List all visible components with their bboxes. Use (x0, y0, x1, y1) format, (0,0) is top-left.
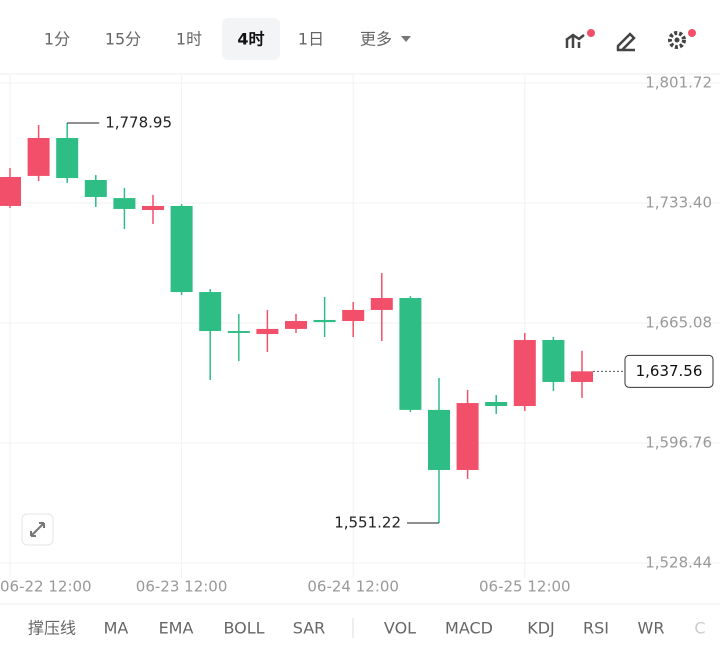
candle-body (313, 319, 336, 323)
x-tick-label: 06-23 12:00 (136, 578, 228, 596)
indicator-tab[interactable]: MA (104, 619, 129, 638)
candle-body (227, 331, 250, 333)
interval-tab[interactable]: 1日 (298, 30, 324, 49)
candle-body (27, 137, 50, 176)
interval-tab[interactable]: 4时 (237, 30, 264, 49)
indicator-tab[interactable]: VOL (384, 619, 416, 638)
indicator-tab[interactable]: SAR (293, 619, 326, 638)
annotation-label: 1,778.95 (105, 113, 172, 131)
draw-icon[interactable] (616, 32, 636, 52)
annotation-label: 1,551.22 (334, 513, 401, 531)
interval-tab[interactable]: 1分 (44, 30, 70, 49)
indicator-tab[interactable]: EMA (159, 619, 194, 638)
interval-tab[interactable]: 1时 (176, 30, 202, 49)
indicator-tab[interactable]: BOLL (223, 619, 264, 638)
indicator-tab[interactable]: MACD (445, 619, 493, 638)
indicator-tab[interactable]: KDJ (527, 619, 555, 638)
x-tick-label: 06-24 12:00 (307, 578, 399, 596)
candle-body (0, 176, 21, 206)
indicator-icon[interactable] (565, 29, 595, 48)
selected-interval-bg (222, 18, 280, 60)
indicator-tab[interactable]: 撑压线 (28, 619, 76, 638)
y-tick-label: 1,596.76 (645, 433, 712, 451)
more-arrow (401, 36, 411, 42)
candle-body (456, 403, 479, 470)
y-tick-label: 1,528.44 (645, 553, 712, 571)
y-tick-label: 1,801.72 (645, 73, 712, 91)
last-price-label: 1,637.56 (636, 362, 703, 380)
candle-body (485, 401, 508, 407)
candle-body (84, 179, 107, 198)
y-tick-label: 1,733.40 (645, 193, 712, 211)
interval-tab[interactable]: 15分 (105, 30, 141, 49)
candle-body (199, 292, 222, 332)
candle-body (542, 339, 565, 382)
fullscreen-icon (30, 522, 45, 537)
last-price-box (624, 354, 714, 388)
x-tick-label: 06-22 12:00 (0, 578, 92, 596)
candle-body (428, 409, 450, 470)
candle-body (285, 321, 307, 329)
candle-body (113, 198, 136, 209)
x-tick-label: 06-25 12:00 (479, 578, 571, 596)
candle-body (399, 298, 422, 410)
y-tick-label: 1,665.08 (645, 313, 712, 331)
candle-body (370, 298, 393, 310)
candle-body (142, 205, 164, 211)
more-tab[interactable]: 更多 (360, 30, 392, 49)
candle-body (56, 137, 79, 179)
candle-body (571, 371, 593, 382)
indicator-tab[interactable]: RSI (583, 619, 609, 638)
candle-body (342, 309, 365, 322)
candle-body (256, 328, 279, 335)
candle-body (170, 205, 193, 293)
indicator-tab[interactable]: WR (638, 619, 665, 638)
settings-icon[interactable] (668, 29, 696, 49)
candle-body (513, 339, 536, 407)
indicator-tab[interactable]: C (694, 619, 705, 638)
